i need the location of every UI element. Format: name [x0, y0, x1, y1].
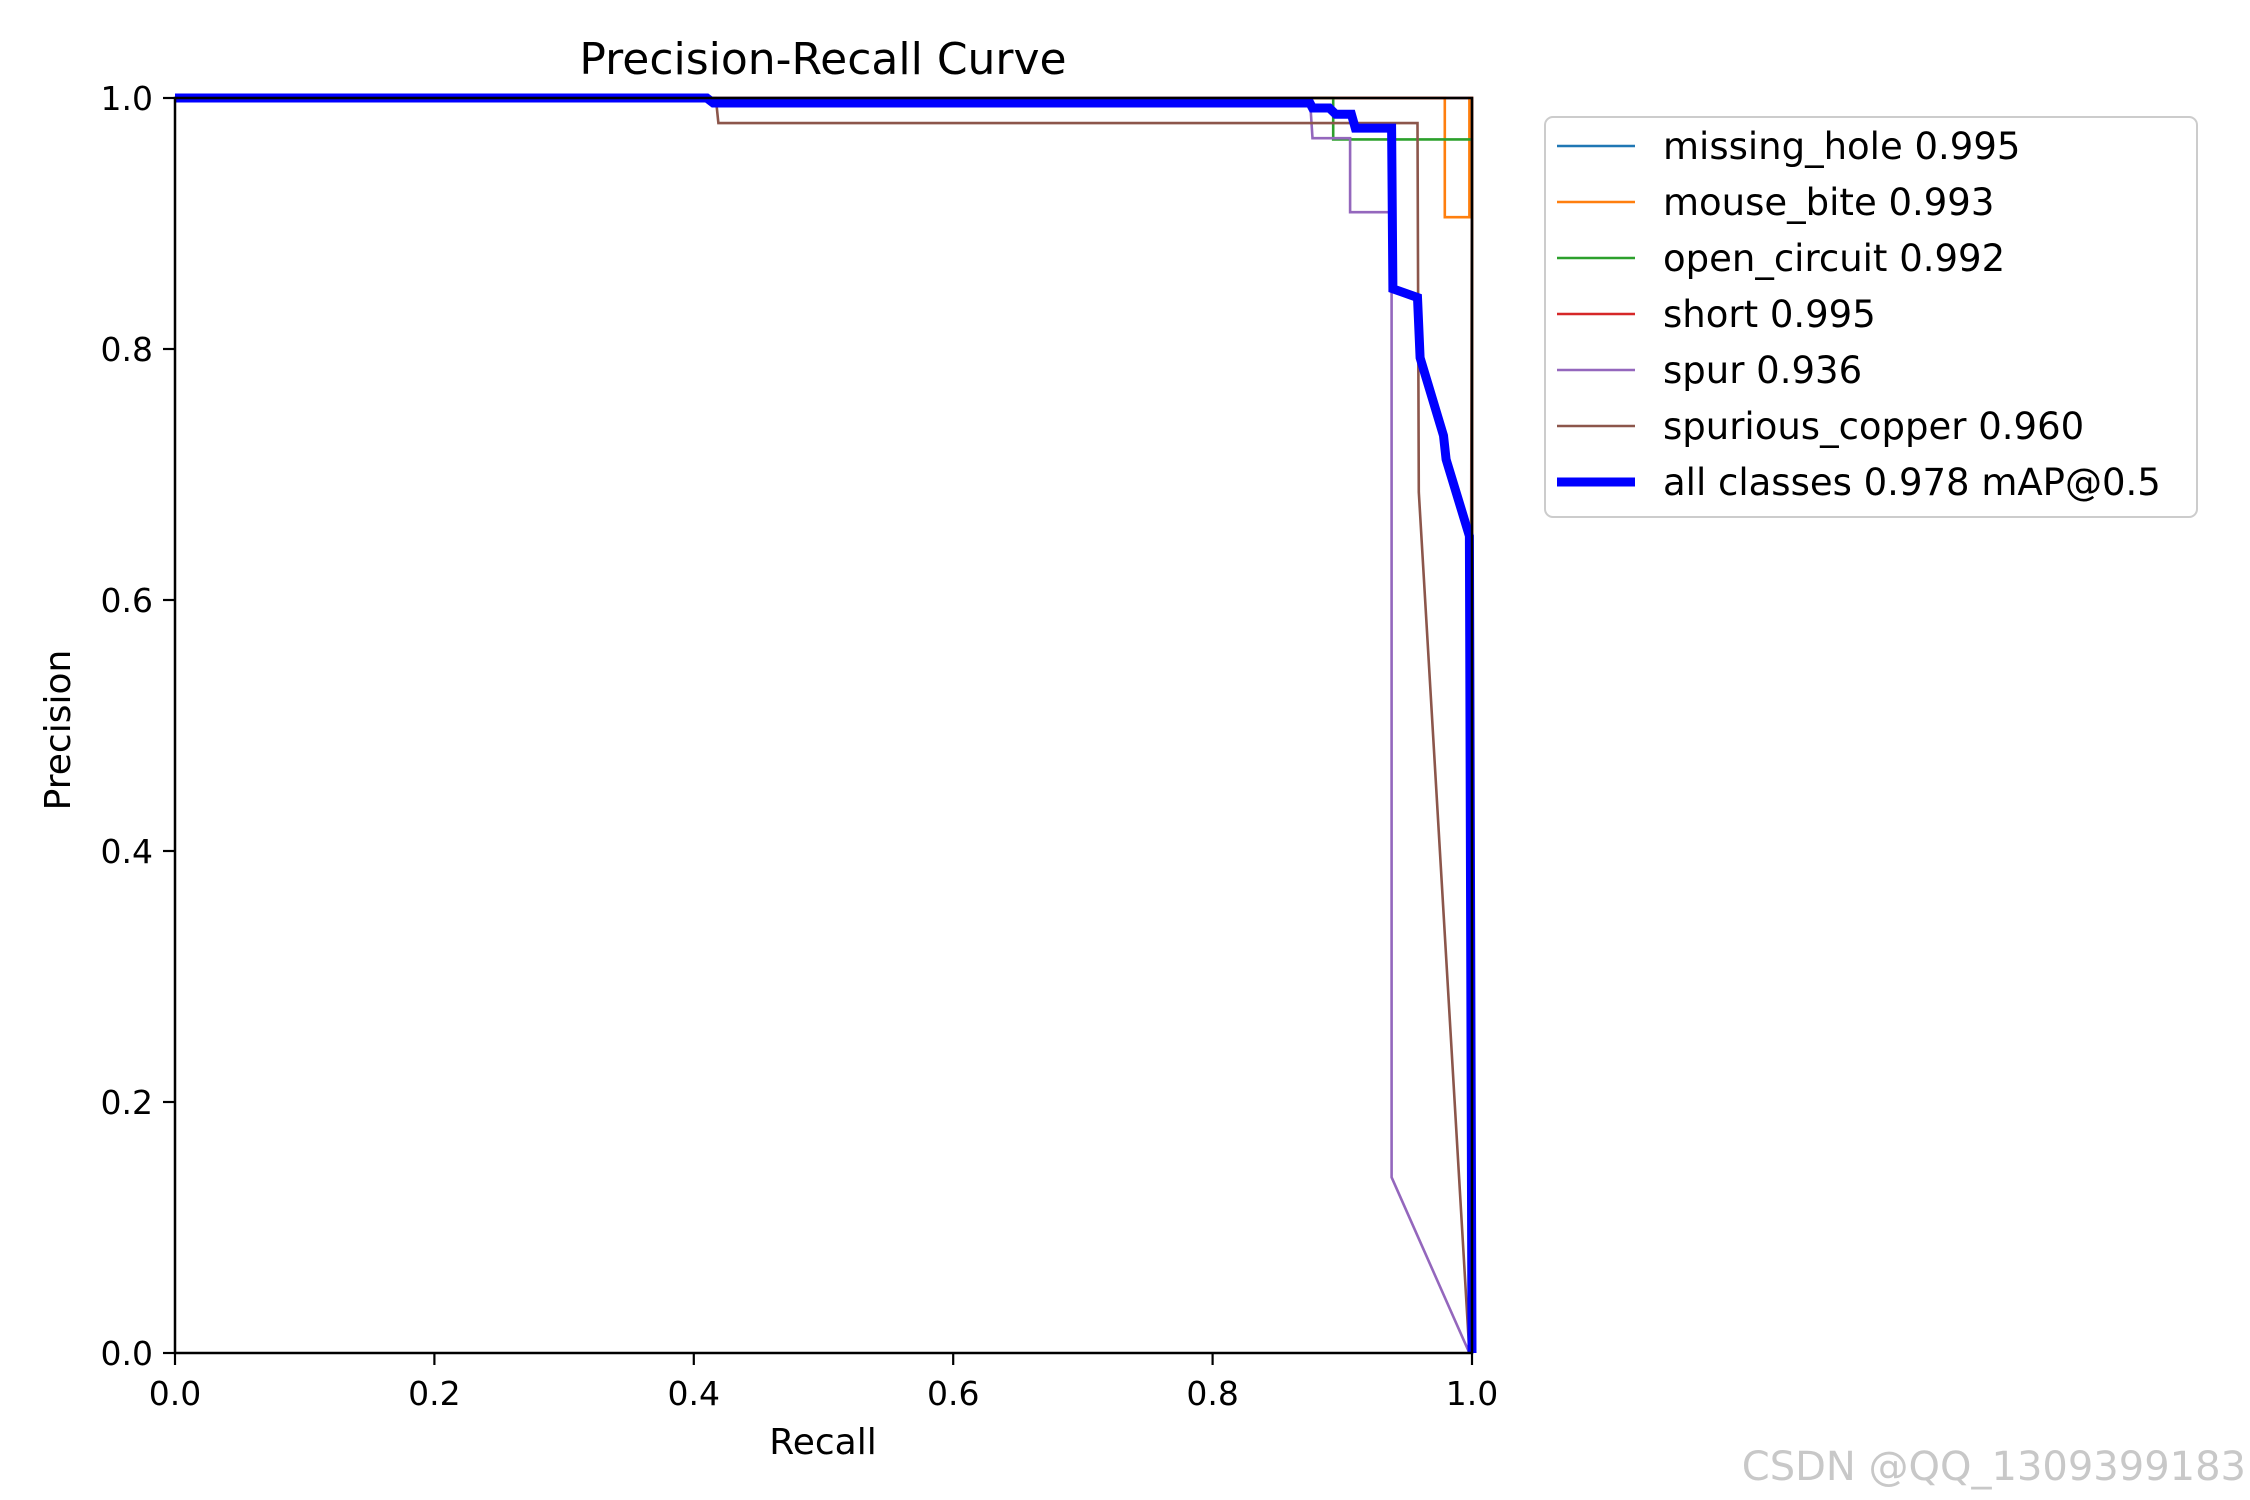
chart-title: Precision-Recall Curve [579, 34, 1066, 85]
x-axis-title: Recall [769, 1422, 876, 1463]
series-line-all [175, 93, 1477, 1354]
legend-label: missing_hole 0.995 [1663, 125, 2020, 168]
y-tick-label: 1.0 [101, 79, 153, 118]
legend-label: short 0.995 [1663, 293, 1876, 336]
y-tick-label: 0.6 [101, 581, 153, 620]
x-tick-label: 0.0 [149, 1374, 201, 1413]
y-tick-label: 0.2 [101, 1083, 153, 1122]
x-tick-label: 0.4 [668, 1374, 720, 1413]
plot-area [173, 93, 1477, 1355]
legend-box [1544, 116, 2198, 518]
legend-label: open_circuit 0.992 [1663, 237, 2005, 280]
watermark: CSDN @QQ_1309399183 [1741, 1444, 2246, 1490]
y-axis-title: Precision [38, 650, 79, 811]
x-axis-ticks: 0.0 0.2 0.4 0.6 0.8 1.0 [149, 1353, 1498, 1413]
y-tick-label: 0.8 [101, 330, 153, 369]
x-tick-label: 0.6 [927, 1374, 979, 1413]
legend-label: all classes 0.978 mAP@0.5 [1663, 461, 2161, 504]
y-tick-label: 0.0 [101, 1334, 153, 1373]
legend-label: mouse_bite 0.993 [1663, 181, 1994, 224]
x-tick-label: 0.8 [1186, 1374, 1238, 1413]
legend-label: spur 0.936 [1663, 349, 1862, 392]
y-axis-ticks: 0.0 0.2 0.4 0.6 0.8 1.0 [101, 79, 175, 1373]
legend-label: spurious_copper 0.960 [1663, 405, 2084, 448]
plot-background [175, 98, 1472, 1353]
x-tick-label: 1.0 [1446, 1374, 1498, 1413]
legend: missing_hole 0.995 mouse_bite 0.993 open_c… [1544, 116, 2198, 518]
y-tick-label: 0.4 [101, 832, 153, 871]
legend-entries: missing_hole 0.995 mouse_bite 0.993 open_c… [1557, 125, 2161, 504]
plot-frame [173, 96, 1474, 1355]
x-tick-label: 0.2 [408, 1374, 460, 1413]
